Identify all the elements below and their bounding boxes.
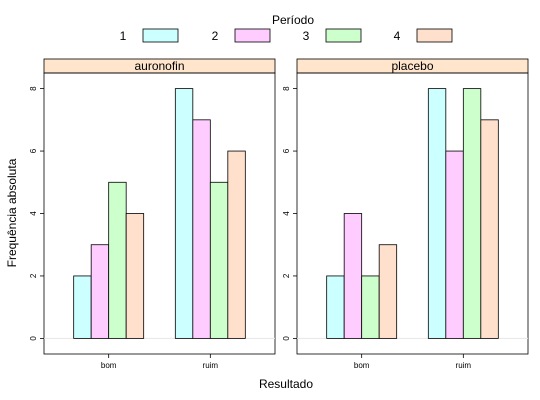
y-tick-label: 0 — [282, 336, 291, 341]
bar-placebo-ruim-4 — [481, 120, 499, 339]
legend-label: 4 — [394, 29, 401, 43]
bar-auronofin-ruim-3 — [210, 182, 228, 338]
y-tick-label: 0 — [29, 336, 38, 341]
y-tick-label: 6 — [29, 148, 38, 153]
legend-swatch — [417, 29, 452, 42]
bar-placebo-ruim-2 — [446, 151, 464, 338]
bar-placebo-ruim-1 — [428, 89, 446, 339]
panel-auronofin: auronofin 0 2 4 6 8 bom ruim — [29, 59, 275, 370]
legend-label: 2 — [212, 29, 219, 43]
bar-placebo-bom-4 — [379, 245, 397, 339]
x-tick-label: ruim — [203, 361, 219, 370]
legend-swatch — [235, 29, 270, 42]
bar-auronofin-ruim-4 — [228, 151, 246, 338]
bar-auronofin-bom-4 — [126, 214, 143, 339]
bar-auronofin-ruim-2 — [193, 120, 211, 339]
legend: Período 1 2 3 4 — [120, 13, 452, 43]
legend-swatch — [326, 29, 361, 42]
bar-auronofin-ruim-1 — [175, 89, 193, 339]
x-tick-label: bom — [354, 361, 370, 370]
bar-placebo-bom-3 — [362, 276, 380, 338]
bar-auronofin-bom-1 — [74, 276, 92, 338]
legend-label: 3 — [303, 29, 310, 43]
y-tick-label: 4 — [29, 211, 38, 216]
x-tick-label: ruim — [456, 361, 472, 370]
y-tick-label: 2 — [282, 273, 291, 278]
legend-label: 1 — [120, 29, 127, 43]
bar-auronofin-bom-2 — [91, 245, 109, 339]
y-tick-label: 8 — [29, 86, 38, 91]
y-tick-label: 6 — [282, 148, 291, 153]
bar-placebo-ruim-3 — [463, 89, 481, 339]
panel-title: placebo — [391, 59, 433, 73]
legend-title: Período — [272, 13, 314, 27]
y-tick-label: 8 — [282, 86, 291, 91]
legend-swatch — [143, 29, 178, 42]
y-tick-label: 4 — [282, 211, 291, 216]
bar-auronofin-bom-3 — [109, 182, 127, 338]
bar-placebo-bom-1 — [327, 276, 345, 338]
panel-placebo: placebo 0 2 4 6 8 bom ruim — [282, 59, 528, 370]
x-tick-label: bom — [101, 361, 117, 370]
panel-title: auronofin — [134, 59, 184, 73]
y-axis-title: Frequência absoluta — [5, 158, 19, 267]
y-tick-label: 2 — [29, 273, 38, 278]
x-axis-title: Resultado — [259, 377, 313, 391]
bar-placebo-bom-2 — [344, 214, 362, 339]
